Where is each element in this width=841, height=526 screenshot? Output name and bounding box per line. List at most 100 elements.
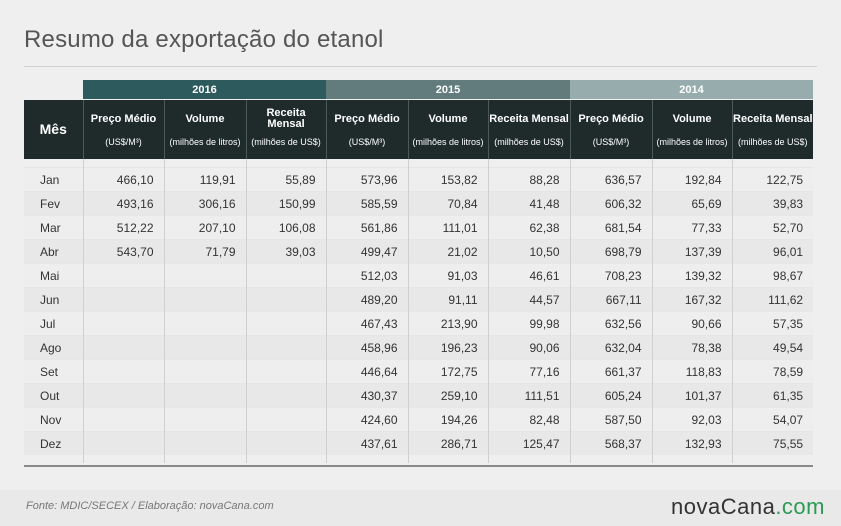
value-cell-receita-2016 (245, 311, 327, 336)
value-cell-volume-2016: 306,16 (163, 191, 246, 216)
month-cell: Ago (24, 335, 83, 360)
value-cell-receita-2014: 61,35 (731, 383, 814, 408)
value-cell-preco-2016: 543,70 (82, 239, 164, 264)
table-row: Abr 543,70 71,79 39,03 499,47 21,02 10,50 698,7… (24, 239, 814, 264)
value-cell-preco-2014: 568,37 (569, 431, 653, 455)
value-cell-preco-2015: 489,20 (325, 287, 409, 312)
table-row: Out 430,37 259,10 111,51 605,24 101,37 61,35 (24, 383, 814, 408)
value-cell-volume-2015: 70,84 (407, 191, 489, 216)
value-cell-preco-2014: 605,24 (569, 383, 653, 408)
value-cell-receita-2014: 98,67 (731, 263, 814, 288)
value-cell-volume-2016: 71,79 (163, 239, 246, 264)
table-row: Dez 437,61 286,71 125,47 568,37 132,93 75,55 (24, 431, 814, 455)
month-cell: Mai (24, 263, 83, 288)
value-cell-preco-2016 (82, 359, 164, 384)
value-cell-volume-2016 (163, 359, 246, 384)
value-cell-volume-2015: 172,75 (407, 359, 489, 384)
value-cell-preco-2016: 493,16 (82, 191, 164, 216)
value-cell-receita-2016: 106,08 (245, 215, 327, 240)
unit-row: (US$/M³) (milhões de litros) (milhões de… (24, 138, 814, 159)
value-cell-receita-2015: 77,16 (487, 359, 571, 384)
month-cell: Set (24, 359, 83, 384)
unit-receita-2016: (milhões de US$) (245, 138, 327, 159)
table-body: Jan 466,10 119,91 55,89 573,96 153,82 88,28 636… (24, 159, 814, 463)
value-cell-preco-2016 (82, 383, 164, 408)
value-cell-volume-2015: 91,11 (407, 287, 489, 312)
value-cell-preco-2016 (82, 431, 164, 455)
month-cell: Fev (24, 191, 83, 216)
value-cell-volume-2015: 194,26 (407, 407, 489, 432)
table-row: Mar 512,22 207,10 106,08 561,86 111,01 62,38 68… (24, 215, 814, 240)
source-note: Fonte: MDIC/SECEX / Elaboração: novaCana… (26, 500, 274, 512)
value-cell-preco-2015: 512,03 (325, 263, 409, 288)
value-cell-receita-2015: 41,48 (487, 191, 571, 216)
unit-volume-2014: (milhões de litros) (651, 138, 733, 159)
value-cell-receita-2015: 111,51 (487, 383, 571, 408)
value-cell-receita-2015: 10,50 (487, 239, 571, 264)
value-cell-volume-2016 (163, 287, 246, 312)
value-cell-receita-2016 (245, 359, 327, 384)
value-cell-receita-2014: 49,54 (731, 335, 814, 360)
table-bottom-rule (24, 465, 813, 467)
value-cell-volume-2015: 153,82 (407, 167, 489, 192)
value-cell-preco-2016: 466,10 (82, 167, 164, 192)
value-cell-volume-2015: 259,10 (407, 383, 489, 408)
year-header-2015: 2015 (326, 80, 571, 100)
value-cell-preco-2015: 499,47 (325, 239, 409, 264)
month-cell: Mar (24, 215, 83, 240)
month-cell: Jul (24, 311, 83, 336)
brand-domain: .com (775, 494, 825, 519)
value-cell-preco-2014: 681,54 (569, 215, 653, 240)
value-cell-preco-2014: 587,50 (569, 407, 653, 432)
col-header-volume-2016: Volume (163, 99, 246, 138)
value-cell-receita-2014: 57,35 (731, 311, 814, 336)
value-cell-preco-2015: 561,86 (325, 215, 409, 240)
value-cell-volume-2016: 119,91 (163, 167, 246, 192)
value-cell-receita-2015: 82,48 (487, 407, 571, 432)
value-cell-receita-2016: 55,89 (245, 167, 327, 192)
brand-name: novaCana (671, 494, 776, 519)
value-cell-preco-2014: 667,11 (569, 287, 653, 312)
unit-volume-2016: (milhões de litros) (163, 138, 246, 159)
month-cell: Jun (24, 287, 83, 312)
value-cell-preco-2014: 632,56 (569, 311, 653, 336)
value-cell-preco-2015: 573,96 (325, 167, 409, 192)
value-cell-receita-2014: 122,75 (731, 167, 814, 192)
value-cell-volume-2016 (163, 263, 246, 288)
value-cell-preco-2014: 632,04 (569, 335, 653, 360)
col-header-preco-2016: Preço Médio (82, 99, 164, 138)
value-cell-preco-2015: 430,37 (325, 383, 409, 408)
unit-preco-2016: (US$/M³) (82, 138, 164, 159)
value-cell-volume-2016 (163, 407, 246, 432)
col-header-volume-2014: Volume (651, 99, 733, 138)
unit-receita-2015: (milhões de US$) (487, 138, 571, 159)
value-cell-volume-2014: 132,93 (651, 431, 733, 455)
unit-preco-2014: (US$/M³) (569, 138, 653, 159)
year-header-2014: 2014 (570, 80, 814, 100)
export-summary-table: 2016 2015 2014 Mês Preço Médio Volume Re… (24, 80, 814, 463)
value-cell-preco-2016 (82, 311, 164, 336)
value-cell-receita-2015: 46,61 (487, 263, 571, 288)
month-cell: Jan (24, 167, 83, 192)
value-cell-volume-2015: 213,90 (407, 311, 489, 336)
year-header-2016: 2016 (83, 80, 327, 100)
table-row: Jan 466,10 119,91 55,89 573,96 153,82 88,28 636… (24, 167, 814, 192)
col-header-preco-2014: Preço Médio (569, 99, 653, 138)
table-row: Jul 467,43 213,90 99,98 632,56 90,66 57,35 (24, 311, 814, 336)
month-column-header: Mês (24, 99, 83, 159)
value-cell-receita-2014: 75,55 (731, 431, 814, 455)
spacer-row (24, 159, 814, 168)
value-cell-volume-2015: 286,71 (407, 431, 489, 455)
value-cell-volume-2014: 90,66 (651, 311, 733, 336)
value-cell-volume-2016 (163, 431, 246, 455)
table-row: Nov 424,60 194,26 82,48 587,50 92,03 54,07 (24, 407, 814, 432)
value-cell-volume-2014: 78,38 (651, 335, 733, 360)
value-cell-receita-2016 (245, 431, 327, 455)
value-cell-preco-2016: 512,22 (82, 215, 164, 240)
table-row: Ago 458,96 196,23 90,06 632,04 78,38 49,54 (24, 335, 814, 360)
value-cell-volume-2014: 77,33 (651, 215, 733, 240)
month-cell: Out (24, 383, 83, 408)
column-label-row: Mês Preço Médio Volume Receita Mensal Pr… (24, 99, 814, 159)
value-cell-preco-2014: 661,37 (569, 359, 653, 384)
value-cell-receita-2014: 39,83 (731, 191, 814, 216)
